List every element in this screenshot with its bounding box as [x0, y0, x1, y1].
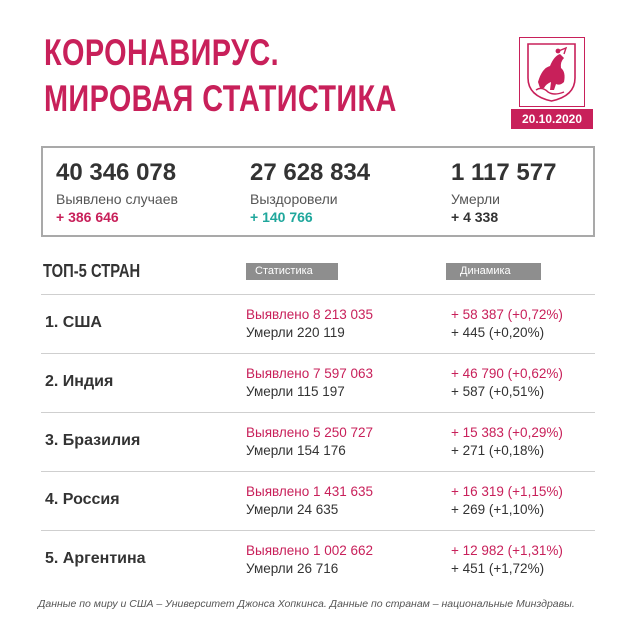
country-cases-delta: + 12 982 (+1,31%) — [451, 543, 563, 558]
country-name: 4. Россия — [45, 491, 120, 508]
country-cases: Выявлено 5 250 727 — [246, 425, 374, 440]
source-footnote: Данные по миру и США – Университет Джонс… — [38, 598, 575, 610]
country-cases-delta: + 58 387 (+0,72%) — [451, 307, 563, 322]
country-cases: Выявлено 8 213 035 — [246, 307, 374, 322]
country-deaths-delta: + 271 (+0,18%) — [451, 443, 545, 458]
cases-label: Выявлено случаев — [56, 191, 178, 207]
country-name: 2. Индия — [45, 373, 114, 390]
recovered-delta: + 140 766 — [250, 209, 313, 225]
country-deaths: Умерли 115 197 — [246, 384, 345, 399]
deaths-total: 1 117 577 — [451, 159, 557, 186]
country-deaths-delta: + 269 (+1,10%) — [451, 502, 545, 517]
country-name: 3. Бразилия — [45, 432, 141, 449]
country-name: 1. США — [45, 314, 102, 331]
deaths-delta: + 4 338 — [451, 209, 499, 225]
country-deaths: Умерли 24 635 — [246, 502, 339, 517]
summary-deaths: 1 117 577 Умерли + 4 338 — [451, 158, 556, 226]
country-cases: Выявлено 1 002 662 — [246, 543, 374, 558]
recovered-label: Выздоровели — [250, 191, 338, 207]
date-badge: 20.10.2020 — [511, 109, 593, 129]
table-row: 4. Россия Выявлено 1 431 635 Умерли 24 6… — [41, 471, 595, 529]
moscow-coat-of-arms-icon — [519, 37, 585, 107]
title-line-2: МИРОВАЯ СТАТИСТИКА — [44, 78, 397, 119]
column-header-statistics: Статистика — [246, 263, 338, 280]
top5-heading: ТОП-5 СТРАН — [43, 261, 141, 281]
summary-cases: 40 346 078 Выявлено случаев + 386 646 — [56, 158, 178, 226]
country-deaths-delta: + 587 (+0,51%) — [451, 384, 545, 399]
summary-recovered: 27 628 834 Выздоровели + 140 766 — [250, 158, 370, 226]
title-line-1: КОРОНАВИРУС. — [44, 32, 280, 73]
cases-delta: + 386 646 — [56, 209, 119, 225]
country-cases-delta: + 16 319 (+1,15%) — [451, 484, 563, 499]
table-row: 3. Бразилия Выявлено 5 250 727 Умерли 15… — [41, 412, 595, 470]
column-header-dynamics: Динамика — [446, 263, 541, 280]
deaths-label: Умерли — [451, 191, 500, 207]
cases-total: 40 346 078 — [56, 159, 177, 186]
country-cases: Выявлено 7 597 063 — [246, 366, 374, 381]
page-title: КОРОНАВИРУС. МИРОВАЯ СТАТИСТИКА — [44, 30, 397, 122]
country-deaths: Умерли 220 119 — [246, 325, 345, 340]
country-cases-delta: + 15 383 (+0,29%) — [451, 425, 563, 440]
recovered-total: 27 628 834 — [250, 159, 371, 186]
world-summary-box: 40 346 078 Выявлено случаев + 386 646 27… — [41, 146, 595, 237]
country-deaths: Умерли 154 176 — [246, 443, 346, 458]
country-name: 5. Аргентина — [45, 550, 146, 567]
country-cases-delta: + 46 790 (+0,62%) — [451, 366, 563, 381]
table-row: 5. Аргентина Выявлено 1 002 662 Умерли 2… — [41, 530, 595, 588]
country-deaths-delta: + 451 (+1,72%) — [451, 561, 545, 576]
country-deaths: Умерли 26 716 — [246, 561, 339, 576]
country-deaths-delta: + 445 (+0,20%) — [451, 325, 545, 340]
table-row: 1. США Выявлено 8 213 035 Умерли 220 119… — [41, 294, 595, 352]
country-cases: Выявлено 1 431 635 — [246, 484, 374, 499]
table-row: 2. Индия Выявлено 7 597 063 Умерли 115 1… — [41, 353, 595, 411]
